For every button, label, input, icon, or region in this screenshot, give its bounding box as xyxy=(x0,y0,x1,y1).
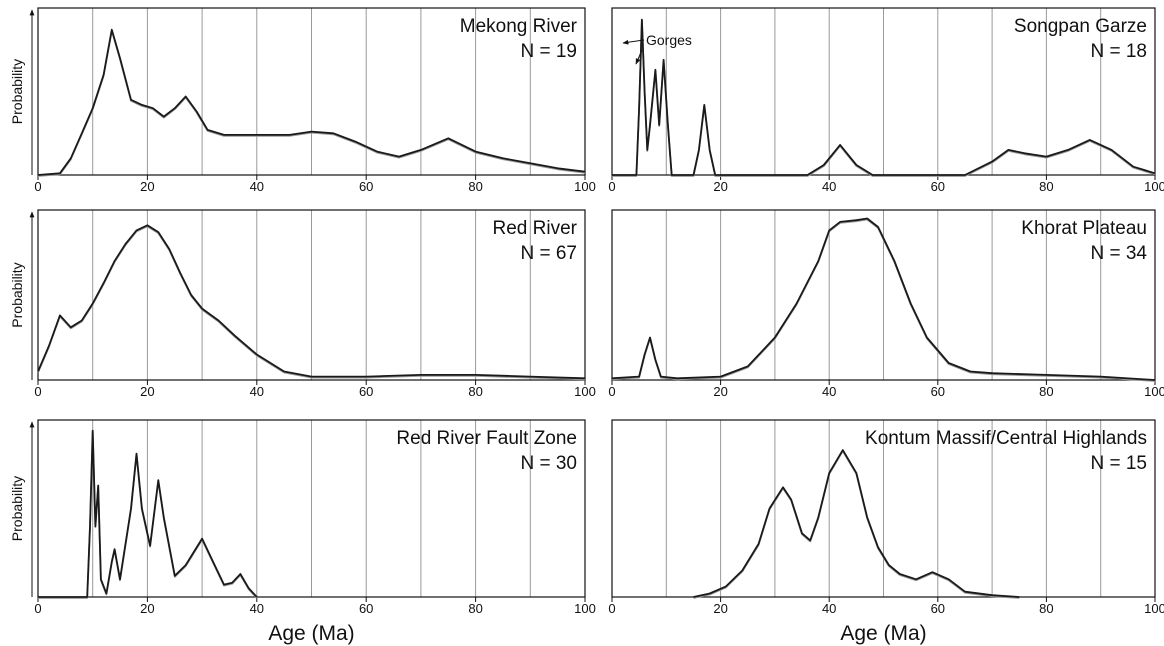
x-tick-label: 0 xyxy=(608,601,615,616)
x-tick-label: 80 xyxy=(468,384,482,399)
callout-label: Gorges xyxy=(646,32,692,48)
x-tick-label: 60 xyxy=(931,179,945,194)
x-tick-label: 100 xyxy=(1144,601,1164,616)
x-tick-label: 80 xyxy=(1039,601,1053,616)
x-tick-label: 20 xyxy=(140,179,154,194)
sample-count: N = 67 xyxy=(520,243,577,264)
x-tick-label: 40 xyxy=(822,384,836,399)
x-tick-label: 100 xyxy=(574,601,596,616)
probability-curve xyxy=(37,224,586,380)
plot-frame xyxy=(611,419,1156,598)
panel-title: Mekong River xyxy=(460,16,578,37)
plot-frame xyxy=(611,209,1156,381)
x-tick-label: 0 xyxy=(608,179,615,194)
probability-curve xyxy=(612,18,1156,176)
sample-count: N = 30 xyxy=(520,453,577,474)
probability-curve xyxy=(38,429,258,598)
y-axis-label: Probability xyxy=(9,476,25,541)
sample-count: N = 34 xyxy=(1090,243,1147,264)
x-tick-label: 100 xyxy=(1144,179,1164,194)
x-tick-label: 0 xyxy=(608,384,615,399)
x-tick-label: 20 xyxy=(140,601,154,616)
panel-title: Red River xyxy=(493,218,578,239)
x-tick-label: 40 xyxy=(250,384,264,399)
probability-curve xyxy=(693,449,1020,598)
x-tick-label: 60 xyxy=(931,601,945,616)
x-tick-label: 0 xyxy=(34,179,41,194)
x-tick-label: 0 xyxy=(34,384,41,399)
y-axis-label: Probability xyxy=(9,59,25,124)
x-tick-label: 80 xyxy=(468,601,482,616)
x-tick-label: 20 xyxy=(713,384,727,399)
x-tick-label: 80 xyxy=(468,179,482,194)
panel-title: Songpan Garze xyxy=(1014,16,1147,37)
x-tick-label: 40 xyxy=(822,601,836,616)
x-axis-label: Age (Ma) xyxy=(840,622,926,645)
panel-title: Khorat Plateau xyxy=(1021,218,1147,239)
x-tick-label: 0 xyxy=(34,601,41,616)
y-axis-label: Probability xyxy=(9,262,25,327)
probability-curve xyxy=(611,217,1156,381)
x-tick-label: 60 xyxy=(359,384,373,399)
sample-count: N = 15 xyxy=(1090,453,1147,474)
probability-curve xyxy=(37,28,586,176)
x-tick-label: 60 xyxy=(931,384,945,399)
x-tick-label: 20 xyxy=(713,601,727,616)
plot-frame xyxy=(37,419,586,598)
x-tick-label: 100 xyxy=(574,179,596,194)
callout-arrow xyxy=(622,39,645,45)
callout-arrow xyxy=(635,49,643,65)
x-tick-label: 40 xyxy=(822,179,836,194)
plot-frame xyxy=(37,209,586,381)
x-tick-label: 60 xyxy=(359,179,373,194)
x-tick-label: 60 xyxy=(359,601,373,616)
x-tick-label: 20 xyxy=(713,179,727,194)
x-tick-label: 80 xyxy=(1039,384,1053,399)
x-axis-label: Age (Ma) xyxy=(268,622,354,645)
x-tick-label: 100 xyxy=(1144,384,1164,399)
panel-title: Kontum Massif/Central Highlands xyxy=(865,428,1147,449)
panel-title: Red River Fault Zone xyxy=(396,428,577,449)
x-tick-label: 40 xyxy=(250,601,264,616)
x-tick-label: 80 xyxy=(1039,179,1053,194)
plot-frame xyxy=(37,7,586,176)
x-tick-label: 20 xyxy=(140,384,154,399)
x-tick-label: 100 xyxy=(574,384,596,399)
x-tick-label: 40 xyxy=(250,179,264,194)
sample-count: N = 19 xyxy=(520,41,577,62)
sample-count: N = 18 xyxy=(1090,41,1147,62)
